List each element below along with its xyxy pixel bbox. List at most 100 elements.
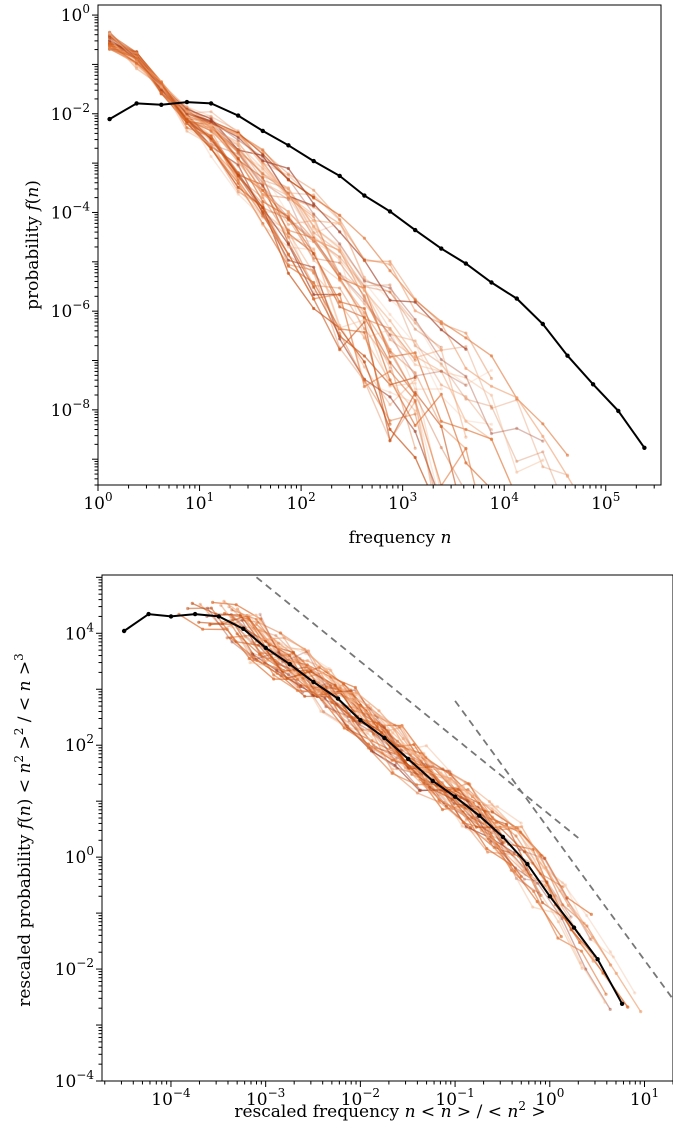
- bottom-individual-series-point: [209, 606, 213, 610]
- bottom-individual-series-line: [231, 614, 541, 871]
- top-individual-series-point: [108, 36, 112, 40]
- bottom-individual-series-point: [463, 781, 467, 785]
- top-individual-series-point: [312, 195, 316, 199]
- top-individual-series-point: [209, 126, 213, 130]
- top-individual-series-point: [286, 258, 290, 262]
- top-individual-series-point: [439, 446, 443, 450]
- top-individual-series-point: [388, 350, 392, 354]
- top-individual-series-point: [413, 351, 417, 355]
- bottom-individual-series-point: [371, 733, 375, 737]
- top-individual-series-point: [413, 339, 417, 343]
- bottom-individual-series-point: [305, 669, 309, 673]
- top-individual-series-point: [236, 133, 240, 137]
- top-individual-series-point: [209, 119, 213, 123]
- top-individual-series-point: [312, 297, 316, 301]
- bottom-individual-series-point: [428, 790, 432, 794]
- top-individual-series-point: [261, 210, 265, 214]
- bottom-individual-series-point: [389, 754, 393, 759]
- top-individual-series-point: [312, 293, 316, 297]
- top-individual-series-point: [108, 47, 112, 52]
- top-individual-series-line: [109, 45, 476, 485]
- bottom-panel-y-axis-label: rescaled probability f(n) < n2 >2 / < n …: [12, 653, 35, 1007]
- top-aggregate-series-point: [387, 209, 393, 214]
- bottom-individual-series-point: [579, 949, 584, 953]
- bottom-individual-series-point: [496, 825, 500, 830]
- bottom-individual-series-point: [512, 851, 516, 855]
- top-individual-series-point: [312, 285, 316, 289]
- bottom-individual-series-point: [415, 783, 419, 787]
- bottom-individual-series-point: [397, 725, 401, 729]
- top-individual-series-point: [439, 392, 443, 396]
- top-individual-series-point: [338, 255, 342, 259]
- bottom-individual-series-point: [455, 787, 459, 791]
- bottom-individual-series-point: [275, 671, 279, 675]
- top-individual-series-point: [388, 333, 392, 337]
- top-individual-series-point: [489, 393, 494, 397]
- top-individual-series-point: [464, 336, 468, 340]
- top-individual-series-point: [439, 424, 443, 429]
- bottom-individual-series-point: [366, 742, 370, 746]
- bottom-individual-series-point: [367, 737, 371, 741]
- top-individual-series-point: [185, 105, 189, 109]
- bottom-aggregate-series-point: [619, 1001, 625, 1006]
- top-y-tick-label: 10−4: [51, 199, 91, 223]
- top-individual-series-point: [261, 148, 265, 152]
- top-individual-series-point: [261, 202, 265, 206]
- bottom-individual-series-point: [510, 851, 514, 855]
- top-individual-series-point: [490, 551, 493, 554]
- bottom-individual-series-line: [220, 604, 506, 843]
- bottom-individual-series-point: [490, 809, 494, 814]
- bottom-individual-series-point: [424, 744, 428, 748]
- top-individual-series-line: [109, 34, 467, 387]
- bottom-individual-series-line: [249, 661, 583, 969]
- bottom-individual-series-point: [279, 631, 283, 635]
- bottom-individual-series-point: [282, 636, 286, 640]
- bottom-individual-series-point: [385, 728, 389, 732]
- bottom-individual-series-point: [518, 848, 522, 852]
- bottom-aggregate-series-point: [216, 614, 221, 619]
- bottom-individual-series-point: [464, 818, 469, 822]
- top-aggregate-series-point: [286, 143, 291, 148]
- top-individual-series-point: [312, 231, 316, 235]
- bottom-individual-series-point: [391, 731, 395, 735]
- bottom-individual-series-point: [342, 726, 346, 730]
- bottom-individual-series-point: [295, 677, 299, 682]
- top-individual-series-point: [286, 177, 290, 181]
- bottom-individual-series-point: [197, 620, 201, 624]
- top-individual-series-point: [312, 271, 316, 275]
- bottom-individual-series-point: [399, 748, 403, 752]
- bottom-individual-series-point: [272, 677, 276, 681]
- bottom-individual-series-point: [208, 622, 212, 626]
- top-individual-series-point: [464, 461, 468, 465]
- top-aggregate-series-point: [463, 261, 469, 266]
- bottom-individual-series-point: [532, 882, 536, 886]
- top-individual-series-point: [261, 171, 265, 176]
- top-individual-series-point: [236, 151, 240, 155]
- top-individual-series-point: [388, 259, 392, 264]
- bottom-individual-series-point: [261, 659, 265, 663]
- top-individual-series-point: [592, 759, 595, 762]
- bottom-individual-series-point: [287, 672, 291, 677]
- bottom-individual-series-line: [248, 652, 606, 1003]
- top-individual-series-point: [388, 328, 392, 332]
- bottom-individual-series-point: [277, 648, 281, 652]
- top-individual-series-point: [413, 423, 417, 428]
- top-individual-series-point: [286, 235, 290, 239]
- bottom-individual-series-point: [418, 789, 422, 793]
- top-individual-series-point: [464, 427, 468, 432]
- top-individual-series-line: [109, 48, 467, 450]
- top-individual-series-line: [109, 46, 434, 485]
- top-individual-series-point: [413, 363, 417, 367]
- bottom-y-tick-label: 102: [65, 732, 94, 756]
- top-individual-series-point: [362, 377, 366, 381]
- top-individual-series-point: [286, 218, 290, 222]
- top-individual-series-point: [338, 213, 342, 217]
- top-individual-series-point: [312, 271, 316, 275]
- bottom-individual-series-point: [290, 651, 294, 656]
- top-individual-series-point: [338, 331, 342, 335]
- top-individual-series-point: [338, 213, 342, 217]
- bottom-individual-series-point: [569, 915, 573, 919]
- top-individual-series-point: [286, 230, 290, 234]
- bottom-individual-series-point: [269, 642, 273, 646]
- bottom-individual-series-point: [604, 992, 608, 996]
